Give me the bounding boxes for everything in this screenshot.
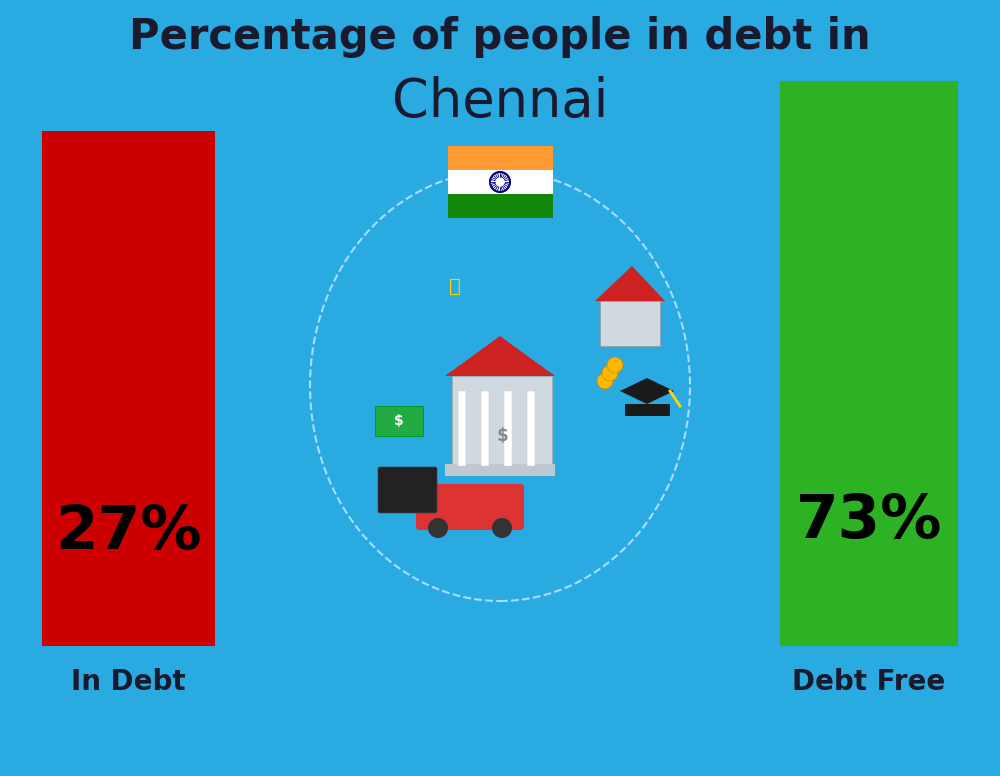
Bar xyxy=(375,406,423,436)
Polygon shape xyxy=(445,336,555,376)
Polygon shape xyxy=(620,378,674,404)
FancyBboxPatch shape xyxy=(378,467,437,513)
Text: Debt Free: Debt Free xyxy=(792,668,946,696)
Circle shape xyxy=(597,373,613,389)
Text: 73%: 73% xyxy=(796,492,942,551)
Circle shape xyxy=(607,357,623,373)
Bar xyxy=(445,464,555,476)
Bar xyxy=(452,376,552,466)
Bar xyxy=(625,404,670,416)
Bar xyxy=(481,391,489,466)
Circle shape xyxy=(428,518,448,538)
Text: 〰: 〰 xyxy=(449,276,461,296)
Text: $: $ xyxy=(394,414,404,428)
Bar xyxy=(600,301,660,346)
Bar xyxy=(504,391,512,466)
FancyBboxPatch shape xyxy=(416,484,524,530)
Circle shape xyxy=(602,365,618,381)
Polygon shape xyxy=(595,266,665,301)
Bar xyxy=(458,391,466,466)
Bar xyxy=(448,194,553,218)
Bar xyxy=(448,170,553,194)
Circle shape xyxy=(492,518,512,538)
Bar xyxy=(448,146,553,170)
Bar xyxy=(780,81,958,646)
Text: In Debt: In Debt xyxy=(71,668,186,696)
Bar xyxy=(527,391,535,466)
Text: $: $ xyxy=(496,427,508,445)
Text: 27%: 27% xyxy=(55,503,202,562)
Text: Chennai: Chennai xyxy=(392,76,608,128)
Bar xyxy=(42,131,215,646)
Text: Percentage of people in debt in: Percentage of people in debt in xyxy=(129,16,871,58)
